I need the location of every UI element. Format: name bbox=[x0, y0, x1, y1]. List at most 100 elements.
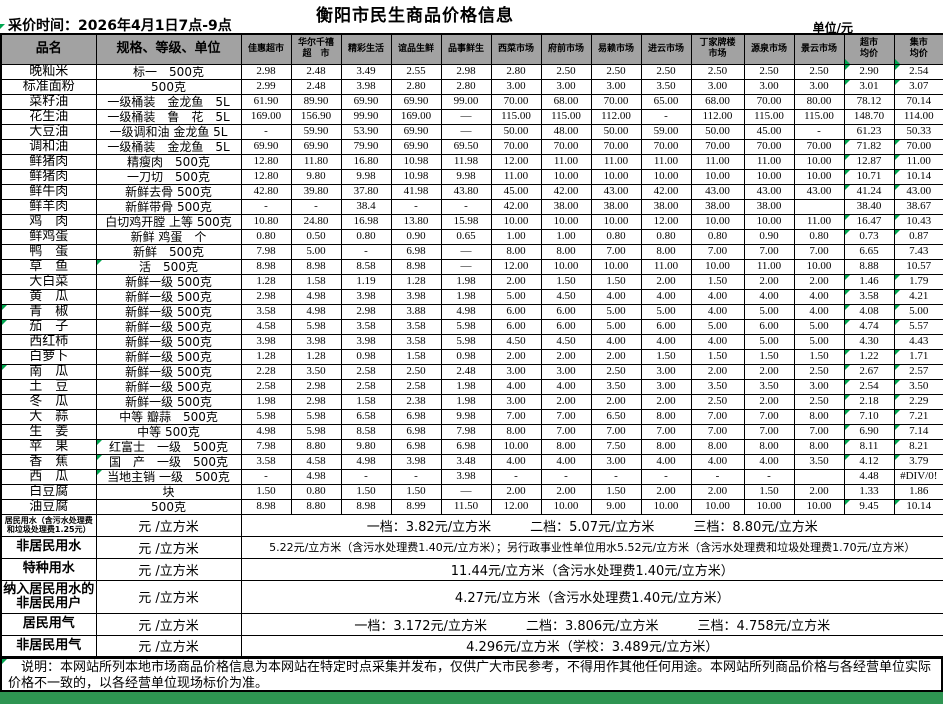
table-row: 鲜猪肉 精瘦肉 500克 12.80 11.80 16.80 10.98 11.98 12.0… bbox=[0, 153, 943, 170]
price-cell: 3.00 bbox=[690, 78, 745, 95]
price-cell: 69.90 bbox=[290, 138, 342, 155]
price-cell: 115.00 bbox=[540, 108, 592, 125]
table-row: 鲜猪肉 一刀切 500克 12.80 9.80 9.98 10.98 9.98 11.00 10… bbox=[0, 168, 943, 185]
price-cell: 114.00 bbox=[893, 108, 943, 125]
cell-corner-marker-icon bbox=[845, 350, 850, 355]
column-header: 品名 bbox=[0, 33, 97, 65]
price-cell: 9.98 bbox=[340, 168, 392, 185]
price-cell: 0.90 bbox=[390, 228, 442, 245]
price-cell: #DIV/0! bbox=[893, 468, 943, 485]
price-cell: 4.00 bbox=[690, 333, 745, 350]
price-cell: 38.00 bbox=[690, 198, 745, 215]
price-cell: 3.79 bbox=[893, 453, 943, 470]
price-cell: 1.19 bbox=[340, 273, 392, 290]
spec-cell: 新鲜一级 500克 bbox=[95, 348, 242, 365]
price-cell: 2.00 bbox=[540, 483, 592, 500]
price-cell: 6.98 bbox=[390, 408, 442, 425]
table-row: 南 瓜新鲜一级 500克 2.28 3.50 2.58 2.50 2.48 3.00 3.00… bbox=[0, 363, 943, 380]
price-cell: 70.00 bbox=[490, 93, 542, 110]
price-cell: 0.87 bbox=[893, 228, 943, 245]
price-cell: 7.00 bbox=[540, 423, 592, 440]
page-title: 衡阳市民生商品价格信息 bbox=[316, 6, 514, 26]
cell-corner-marker-icon bbox=[895, 185, 900, 190]
price-cell: 69.90 bbox=[240, 138, 292, 155]
price-cell: 2.58 bbox=[390, 378, 442, 395]
price-cell: 1.50 bbox=[540, 273, 592, 290]
utility-unit-cell: 元 /立方米 bbox=[95, 612, 242, 636]
price-cell: 70.00 bbox=[640, 138, 692, 155]
table-row: 晚籼米 标一 500克 2.98 2.48 3.49 2.55 2.98 2.80 2.50 2.… bbox=[0, 63, 943, 80]
price-cell: 3.00 bbox=[640, 378, 692, 395]
price-cell: 12.00 bbox=[490, 258, 542, 275]
price-cell: 5.00 bbox=[590, 303, 642, 320]
price-cell: 6.98 bbox=[390, 243, 442, 260]
cell-corner-marker-icon bbox=[845, 65, 850, 70]
price-cell: 8.98 bbox=[390, 258, 442, 275]
price-cell: 3.88 bbox=[390, 303, 442, 320]
price-cell: 7.98 bbox=[440, 423, 492, 440]
price-cell: 10.00 bbox=[540, 498, 592, 515]
price-cell: 9.80 bbox=[290, 168, 342, 185]
price-cell: 7.00 bbox=[743, 408, 795, 425]
price-cell: 3.07 bbox=[893, 78, 943, 95]
price-cell: 10.00 bbox=[590, 168, 642, 185]
price-cell: 2.00 bbox=[640, 393, 692, 410]
price-cell: 50.00 bbox=[690, 123, 745, 140]
cell-corner-marker-icon bbox=[97, 440, 102, 445]
header-row: 品名 规格、等级、单位 佳惠超市 华尔千禧 超 市精彩生活 谊品生鲜 品事鲜生 西菜市场 府前… bbox=[0, 33, 943, 65]
price-cell: 50.33 bbox=[893, 123, 943, 140]
product-name-cell: 生 姜 bbox=[0, 423, 97, 440]
price-cell: 4.50 bbox=[540, 333, 592, 350]
price-cell: 7.00 bbox=[793, 243, 845, 260]
spec-cell: 活 500克 bbox=[95, 258, 242, 275]
price-cell: 10.14 bbox=[893, 168, 943, 185]
price-cell: 37.80 bbox=[340, 183, 392, 200]
spec-cell: 新鲜一级 500克 bbox=[95, 303, 242, 320]
price-cell: 42.00 bbox=[490, 198, 542, 215]
product-name-cell: 冬 瓜 bbox=[0, 393, 97, 410]
price-cell: - bbox=[640, 108, 692, 125]
disclaimer-note: 说明：本网站所列本地市场商品价格信息为本网站在特定时点采集并发布，仅供广大市民参… bbox=[0, 658, 943, 692]
table-row: 大 蒜中等 瓣蒜 500克 5.98 5.98 6.58 6.98 9.98 7.00 7.0… bbox=[0, 408, 943, 425]
price-cell: 43.00 bbox=[590, 183, 642, 200]
price-cell: 4.00 bbox=[743, 453, 795, 470]
price-cell: 12.00 bbox=[490, 153, 542, 170]
product-name-cell: 土 豆 bbox=[0, 378, 97, 395]
product-name-cell: 大 蒜 bbox=[0, 408, 97, 425]
spec-cell: 标一 500克 bbox=[95, 63, 242, 80]
price-cell: - bbox=[390, 468, 442, 485]
price-cell: 2.67 bbox=[843, 363, 895, 380]
price-cell: 0.80 bbox=[793, 228, 845, 245]
price-cell: 6.98 bbox=[440, 438, 492, 455]
price-cell: 2.58 bbox=[240, 378, 292, 395]
table-row: 白豆腐块 1.50 0.80 1.50 1.50—2.00 2.00 1.50 2.00 2.0… bbox=[0, 483, 943, 500]
utility-value-cell: 5.22元/立方米（含污水处理费1.40元/立方米）；另行政事业性单位用水5.5… bbox=[240, 535, 943, 559]
price-cell: — bbox=[440, 243, 492, 260]
spec-cell: 新鲜 鸡蛋 个 bbox=[95, 228, 242, 245]
price-cell: 3.00 bbox=[793, 378, 845, 395]
table-row: 鸡 肉白切鸡开膛 上等 500克 10.80 24.80 16.98 13.80 15.9… bbox=[0, 213, 943, 230]
price-cell: 10.00 bbox=[793, 168, 845, 185]
price-cell: 8.88 bbox=[843, 258, 895, 275]
price-cell: 1.50 bbox=[240, 483, 292, 500]
price-cell: 4.98 bbox=[240, 423, 292, 440]
price-cell: 3.50 bbox=[743, 378, 795, 395]
utility-name-cell: 非居民用气 bbox=[0, 634, 97, 658]
spec-cell: 一刀切 500克 bbox=[95, 168, 242, 185]
price-cell: 2.00 bbox=[743, 363, 795, 380]
price-cell: 10.00 bbox=[743, 498, 795, 515]
product-name-cell: 鲜猪肉 bbox=[0, 168, 97, 185]
price-cell: 38.4 bbox=[340, 198, 392, 215]
price-cell: 2.54 bbox=[893, 63, 943, 80]
price-cell: 7.00 bbox=[690, 423, 745, 440]
price-cell: 10.00 bbox=[793, 258, 845, 275]
cell-corner-marker-icon bbox=[895, 500, 900, 505]
price-cell: 1.86 bbox=[893, 483, 943, 500]
price-cell: 4.00 bbox=[640, 333, 692, 350]
price-cell: 43.80 bbox=[440, 183, 492, 200]
spec-cell: 中等 瓣蒜 500克 bbox=[95, 408, 242, 425]
price-cell: 112.00 bbox=[590, 108, 642, 125]
spec-cell: 精瘦肉 500克 bbox=[95, 153, 242, 170]
price-cell: 70.14 bbox=[893, 93, 943, 110]
price-cell: 2.48 bbox=[290, 78, 342, 95]
